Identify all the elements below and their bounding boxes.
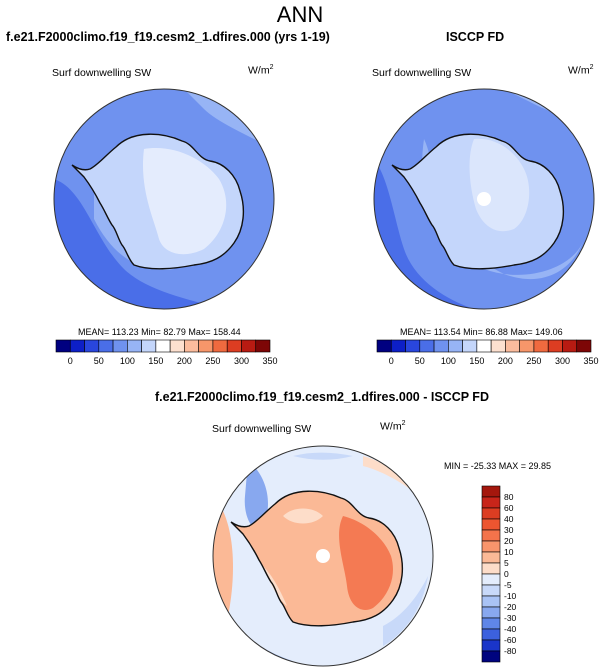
colorbar-3-tick-2: 40: [504, 514, 514, 524]
colorbar-1-box-11: [212, 339, 228, 353]
colorbar-2-box-3: [419, 339, 435, 353]
colorbar-1-tick-6: 300: [234, 356, 249, 366]
colorbar-3-box-13: [481, 628, 501, 641]
colorbar-1-box-13: [241, 339, 257, 353]
colorbar-2-box-0: [376, 339, 392, 353]
colorbar-3-box-1: [481, 496, 501, 509]
panel1-variable-label: Surf downwelling SW: [52, 67, 152, 79]
figure-title: ANN: [276, 2, 324, 27]
colorbar-3-tick-10: -20: [504, 602, 517, 612]
colorbar-2-box-7: [476, 339, 492, 353]
panel1-stats: MEAN= 113.23 Min= 82.79 Max= 158.44: [78, 327, 241, 337]
colorbar-1-tick-3: 150: [148, 356, 163, 366]
colorbar-1-tick-4: 200: [177, 356, 192, 366]
colorbar-3-tick-3: 30: [504, 525, 514, 535]
colorbar-2-box-5: [448, 339, 463, 353]
colorbar-3-box-15: [481, 650, 501, 663]
colorbar-2-tick-0: 0: [389, 356, 394, 366]
colorbar-1-box-12: [226, 339, 242, 353]
colorbar-2-box-8: [490, 339, 506, 353]
colorbar-1-box-0: [55, 339, 71, 353]
colorbar-2-tick-6: 300: [555, 356, 570, 366]
colorbar-1-box-5: [127, 339, 142, 353]
colorbar-2-box-11: [533, 339, 549, 353]
colorbar-2-box-13: [562, 339, 578, 353]
colorbar-1-box-8: [169, 339, 185, 353]
panel3-stats: MIN = -25.33 MAX = 29.85: [444, 461, 552, 471]
colorbar-1-box-9: [184, 339, 199, 353]
panel1-title: f.e21.F2000climo.f19_f19.cesm2_1.dfires.…: [6, 30, 330, 44]
colorbar-3-tick-6: 5: [504, 558, 509, 568]
colorbar-1-tick-1: 50: [94, 356, 104, 366]
colorbar-1-tick-0: 0: [68, 356, 73, 366]
colorbar-2-box-14: [576, 339, 592, 353]
colorbar-3-tick-11: -30: [504, 613, 517, 623]
colorbar-3-box-5: [481, 540, 501, 553]
panel2-stats: MEAN= 113.54 Min= 86.88 Max= 149.06: [400, 327, 563, 337]
colorbar-2-box-6: [462, 339, 478, 353]
colorbar-3-tick-12: -40: [504, 624, 517, 634]
colorbar-3-box-11: [481, 606, 501, 619]
colorbar-1-box-6: [141, 339, 157, 353]
colorbar-3-tick-13: -60: [504, 635, 517, 645]
colorbar-3-box-6: [481, 551, 501, 564]
colorbar-2-tick-5: 250: [526, 356, 541, 366]
colorbar-3-tick-14: -80: [504, 646, 517, 656]
colorbar-1-box-3: [98, 339, 114, 353]
colorbar-2-box-9: [505, 339, 520, 353]
panel3-title: f.e21.F2000climo.f19_f19.cesm2_1.dfires.…: [155, 390, 489, 404]
panel3-variable-label: Surf downwelling SW: [212, 423, 312, 435]
colorbar-3-box-9: [481, 584, 501, 597]
colorbar-1-tick-2: 100: [120, 356, 135, 366]
colorbar-3-box-14: [481, 639, 501, 652]
colorbar-3-box-8: [481, 573, 501, 586]
colorbar-1-box-10: [198, 339, 214, 353]
colorbar-1-tick-5: 250: [205, 356, 220, 366]
colorbar-2-tick-2: 100: [441, 356, 456, 366]
panel2-map: [373, 88, 595, 310]
colorbar-3-box-2: [481, 507, 501, 520]
colorbar-3-box-4: [481, 529, 501, 542]
panel2-units: W/m2: [568, 64, 594, 77]
panel2-title: ISCCP FD: [446, 30, 505, 44]
colorbar-3-tick-8: -5: [504, 580, 512, 590]
colorbar-1-box-1: [69, 339, 85, 353]
colorbar-2-box-2: [405, 339, 421, 353]
panel2-variable-label: Surf downwelling SW: [372, 67, 472, 79]
colorbar-2-tick-7: 350: [583, 356, 598, 366]
colorbar-3-box-7: [481, 562, 501, 575]
colorbar-2-tick-1: 50: [415, 356, 425, 366]
colorbar-2-tick-4: 200: [498, 356, 513, 366]
panel3-units: W/m2: [380, 420, 406, 433]
panel1-colorbar: 0 50 100 150 200 250 300 350: [55, 339, 278, 366]
colorbar-3-tick-0: 80: [504, 492, 514, 502]
colorbar-1-tick-7: 350: [262, 356, 277, 366]
colorbar-2-tick-3: 150: [469, 356, 484, 366]
colorbar-3-box-0: [481, 485, 501, 498]
colorbar-3-tick-9: -10: [504, 591, 517, 601]
colorbar-3-tick-5: 10: [504, 547, 514, 557]
panel1-map: [53, 88, 275, 310]
colorbar-2-box-1: [390, 339, 406, 353]
colorbar-3-tick-1: 60: [504, 503, 514, 513]
panel3-map: [212, 445, 434, 667]
colorbar-1-box-14: [255, 339, 271, 353]
colorbar-3-box-10: [481, 595, 501, 608]
panel2-colorbar: 0 50 100 150 200 250 300 350: [376, 339, 599, 366]
colorbar-2-box-10: [519, 339, 535, 353]
colorbar-1-box-2: [84, 339, 100, 353]
colorbar-3-box-3: [481, 518, 501, 531]
colorbar-3-tick-4: 20: [504, 536, 514, 546]
colorbar-2-box-12: [547, 339, 563, 353]
colorbar-3-tick-7: 0: [504, 569, 509, 579]
colorbar-3-box-12: [481, 617, 501, 630]
colorbar-1-box-4: [112, 339, 128, 353]
colorbar-1-box-7: [155, 339, 171, 353]
panel1-units: W/m2: [248, 64, 274, 77]
colorbar-2-box-4: [433, 339, 449, 353]
